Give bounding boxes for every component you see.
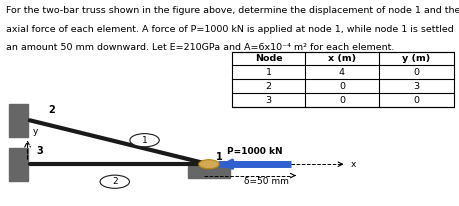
Text: 1: 1 [216, 152, 223, 162]
Text: 0: 0 [339, 82, 345, 91]
Bar [9, 148, 28, 181]
Text: an amount 50 mm downward. Let E=210GPa and A=6x10⁻⁴ m² for each element.: an amount 50 mm downward. Let E=210GPa a… [6, 43, 394, 52]
Text: 0: 0 [414, 68, 420, 77]
Text: 2: 2 [48, 105, 55, 115]
Text: 2: 2 [112, 177, 118, 186]
Bar [188, 166, 230, 178]
Text: x (m): x (m) [328, 54, 356, 63]
Text: y: y [33, 128, 39, 136]
Text: 3: 3 [37, 146, 44, 156]
Text: axial force of each element. A force of P=1000 kN is applied at node 1, while no: axial force of each element. A force of … [6, 25, 453, 34]
Circle shape [130, 134, 159, 147]
Text: y (m): y (m) [403, 54, 431, 63]
Circle shape [100, 175, 129, 188]
Text: x: x [351, 160, 357, 169]
Bar [9, 104, 28, 137]
Text: P=1000 kN: P=1000 kN [227, 147, 283, 156]
Text: 1: 1 [265, 68, 272, 77]
Circle shape [199, 160, 219, 169]
Text: 2: 2 [265, 82, 272, 91]
Bar [232, 52, 454, 107]
Text: 1: 1 [142, 136, 147, 145]
Text: 3: 3 [265, 96, 272, 105]
Text: 3: 3 [414, 82, 420, 91]
Text: For the two-bar truss shown in the figure above, determine the displacement of n: For the two-bar truss shown in the figur… [6, 6, 459, 15]
Text: 4: 4 [339, 68, 345, 77]
Text: 0: 0 [339, 96, 345, 105]
Text: δ=50 mm: δ=50 mm [244, 177, 289, 186]
Text: Node: Node [255, 54, 282, 63]
Text: 0: 0 [414, 96, 420, 105]
